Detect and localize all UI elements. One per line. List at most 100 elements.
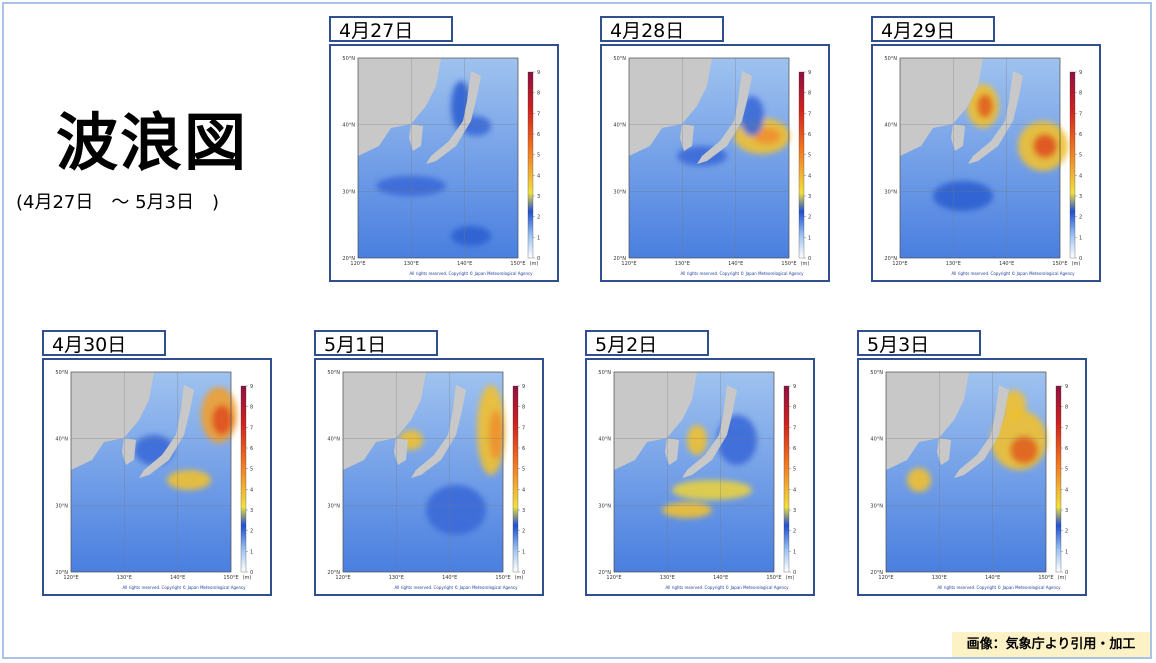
lat-label: 20°N <box>613 256 626 262</box>
colorbar <box>512 385 519 573</box>
wave-area <box>426 485 486 535</box>
colorbar-label: 7 <box>808 111 811 117</box>
lat-label: 50°N <box>613 56 626 62</box>
colorbar-label: 4 <box>1079 173 1082 179</box>
wave-area <box>1010 436 1038 464</box>
colorbar-label: 5 <box>793 467 796 473</box>
colorbar-label: 6 <box>537 132 540 138</box>
colorbar-label: 7 <box>522 425 525 431</box>
colorbar <box>798 71 805 259</box>
colorbar-label: 0 <box>250 570 253 576</box>
copyright: All rights reserved. Copyright © Japan M… <box>937 585 1061 590</box>
colorbar-label: 3 <box>1079 194 1082 200</box>
japan <box>426 71 481 164</box>
lat-label: 40°N <box>598 437 611 443</box>
unit: (m) <box>515 575 524 581</box>
period: (4月27日 ～ 5月3日 ) <box>16 192 220 213</box>
colorbar <box>240 385 247 573</box>
unit: (m) <box>801 261 810 267</box>
lat-label: 50°N <box>884 56 897 62</box>
lat-label: 40°N <box>870 437 883 443</box>
colorbar-label: 6 <box>1065 446 1068 452</box>
colorbar-label: 1 <box>250 549 253 555</box>
land <box>71 372 154 470</box>
lon-label: 130°E <box>660 575 675 581</box>
map-panel: 120°E 130°E 140°E 150°E 50°N 40°N 30°N 20°N 0 1 2 3… <box>585 358 815 596</box>
date-label: 5月3日 <box>857 330 981 356</box>
wave-areas <box>907 390 1047 492</box>
lon-label: 120°E <box>892 261 907 267</box>
wave-area <box>451 226 491 246</box>
colorbar-label: 4 <box>1065 487 1068 493</box>
lon-label: 120°E <box>350 261 365 267</box>
lat-label: 40°N <box>884 123 897 129</box>
japan <box>411 385 466 478</box>
colorbar-label: 8 <box>522 405 525 411</box>
map-panel: 120°E 130°E 140°E 150°E 50°N 40°N 30°N 20°N 0 1 2 3… <box>871 44 1101 282</box>
japan <box>968 71 1023 164</box>
map-panel: 120°E 130°E 140°E 150°E 50°N 40°N 30°N 20°N 0 1 2 3… <box>42 358 272 596</box>
wave-areas <box>662 415 757 518</box>
wave-areas <box>933 84 1068 211</box>
colorbar-label: 3 <box>522 508 525 514</box>
colorbar-label: 0 <box>808 256 811 262</box>
colorbar-label: 5 <box>250 467 253 473</box>
colorbar-label: 1 <box>537 235 540 241</box>
lat-label: 20°N <box>884 256 897 262</box>
colorbar-label: 6 <box>793 446 796 452</box>
lon-label: 150°E <box>781 261 796 267</box>
colorbar-label: 3 <box>250 508 253 514</box>
map-panel: 120°E 130°E 140°E 150°E 50°N 40°N 30°N 20°N 0 1 2 3… <box>600 44 830 282</box>
copyright: All rights reserved. Copyright © Japan M… <box>122 585 246 590</box>
lat-label: 50°N <box>342 56 355 62</box>
wave-area <box>753 128 781 144</box>
colorbar-label: 8 <box>793 405 796 411</box>
colorbar-label: 6 <box>522 446 525 452</box>
lat-label: 40°N <box>55 437 68 443</box>
colorbar-label: 7 <box>1079 111 1082 117</box>
lon-label: 150°E <box>1052 261 1067 267</box>
unit: (m) <box>243 575 252 581</box>
lon-label: 140°E <box>713 575 728 581</box>
wave-area <box>933 181 993 211</box>
lon-label: 130°E <box>946 261 961 267</box>
wave-area <box>212 405 232 435</box>
lon-label: 120°E <box>606 575 621 581</box>
wave-area <box>907 468 931 492</box>
wave-map: 120°E 130°E 140°E 150°E 50°N 40°N 30°N 20°N 0 1 2 3… <box>613 56 811 276</box>
colorbar-label: 0 <box>1065 570 1068 576</box>
lon-label: 130°E <box>389 575 404 581</box>
japan <box>682 385 737 478</box>
lon-label: 150°E <box>510 261 525 267</box>
wave-map: 120°E 130°E 140°E 150°E 50°N 40°N 30°N 20°N 0 1 2 3… <box>342 56 540 276</box>
land <box>900 58 983 156</box>
colorbar-label: 8 <box>1065 405 1068 411</box>
colorbar <box>527 71 534 259</box>
lon-label: 130°E <box>117 575 132 581</box>
wave-area <box>977 94 993 118</box>
lon-label: 130°E <box>932 575 947 581</box>
korea <box>394 438 408 465</box>
unit: (m) <box>530 261 539 267</box>
japan <box>139 385 194 478</box>
colorbar-label: 1 <box>793 549 796 555</box>
map-panel: 120°E 130°E 140°E 150°E 50°N 40°N 30°N 20°N 0 1 2 3… <box>857 358 1087 596</box>
colorbar-label: 9 <box>537 70 540 76</box>
lon-label: 130°E <box>404 261 419 267</box>
colorbar-label: 5 <box>808 153 811 159</box>
map-panel: 120°E 130°E 140°E 150°E 50°N 40°N 30°N 20°N 0 1 2 3… <box>329 44 559 282</box>
lon-label: 150°E <box>495 575 510 581</box>
colorbar-label: 2 <box>250 529 253 535</box>
wave-map: 120°E 130°E 140°E 150°E 50°N 40°N 30°N 20°N 0 1 2 3… <box>884 56 1082 276</box>
date-label: 4月30日 <box>42 330 166 356</box>
copyright: All rights reserved. Copyright © Japan M… <box>409 271 533 276</box>
lat-label: 30°N <box>342 189 355 195</box>
colorbar-label: 8 <box>808 91 811 97</box>
land <box>614 372 697 470</box>
wave-map: 120°E 130°E 140°E 150°E 50°N 40°N 30°N 20°N 0 1 2 3… <box>327 370 525 590</box>
wave-area <box>489 410 503 460</box>
wave-area <box>1033 134 1057 158</box>
date-label: 4月27日 <box>329 16 453 42</box>
colorbar-label: 4 <box>808 173 811 179</box>
